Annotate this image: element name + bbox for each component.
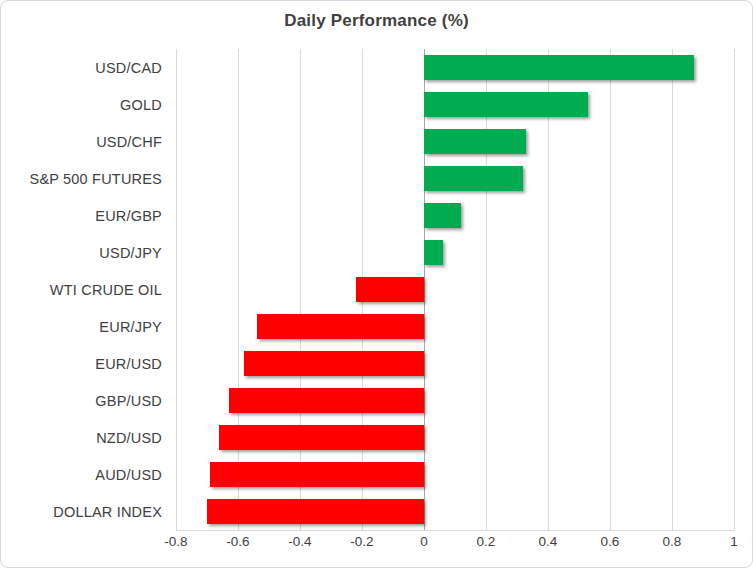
gridline [300, 49, 301, 530]
gridline [486, 49, 487, 530]
x-tick-label: -0.4 [270, 534, 330, 549]
gridline [672, 49, 673, 530]
zero-axis-line [424, 49, 425, 530]
x-tick-label: 0.8 [642, 534, 702, 549]
category-label: USD/JPY [1, 234, 162, 271]
positive-bar-eur-gbp [424, 203, 461, 228]
x-axis: -0.8-0.6-0.4-0.200.20.40.60.81 [1, 534, 752, 556]
plot-area [176, 49, 734, 531]
chart-title: Daily Performance (%) [1, 11, 752, 31]
x-tick-label: 1 [704, 534, 753, 549]
category-axis: USD/CADGOLDUSD/CHFS&P 500 FUTURESEUR/GBP… [1, 49, 162, 530]
daily-performance-chart: Daily Performance (%) USD/CADGOLDUSD/CHF… [0, 0, 753, 568]
positive-bar-s-p-500-futures [424, 166, 523, 191]
negative-bar-eur-usd [244, 351, 424, 376]
category-label: EUR/USD [1, 345, 162, 382]
negative-bar-aud-usd [210, 462, 424, 487]
negative-bar-eur-jpy [257, 314, 424, 339]
gridline [176, 49, 177, 530]
category-label: GBP/USD [1, 382, 162, 419]
positive-bar-usd-chf [424, 129, 526, 154]
x-tick-label: 0.2 [456, 534, 516, 549]
negative-bar-gbp-usd [229, 388, 424, 413]
category-label: USD/CHF [1, 123, 162, 160]
gridline [610, 49, 611, 530]
category-label: GOLD [1, 86, 162, 123]
gridline [548, 49, 549, 530]
category-label: NZD/USD [1, 419, 162, 456]
gridline [238, 49, 239, 530]
negative-bar-nzd-usd [219, 425, 424, 450]
x-tick-label: 0.6 [580, 534, 640, 549]
positive-bar-gold [424, 92, 588, 117]
category-label: EUR/GBP [1, 197, 162, 234]
x-tick-label: 0 [394, 534, 454, 549]
gridline [734, 49, 735, 530]
category-label: USD/CAD [1, 49, 162, 86]
x-tick-label: -0.2 [332, 534, 392, 549]
negative-bar-wti-crude-oil [356, 277, 424, 302]
positive-bar-usd-jpy [424, 240, 443, 265]
x-tick-label: -0.6 [208, 534, 268, 549]
positive-bar-usd-cad [424, 55, 694, 80]
category-label: WTI CRUDE OIL [1, 271, 162, 308]
negative-bar-dollar-index [207, 499, 424, 524]
category-label: DOLLAR INDEX [1, 493, 162, 530]
category-label: S&P 500 FUTURES [1, 160, 162, 197]
x-tick-label: -0.8 [146, 534, 206, 549]
x-tick-label: 0.4 [518, 534, 578, 549]
category-label: AUD/USD [1, 456, 162, 493]
category-label: EUR/JPY [1, 308, 162, 345]
